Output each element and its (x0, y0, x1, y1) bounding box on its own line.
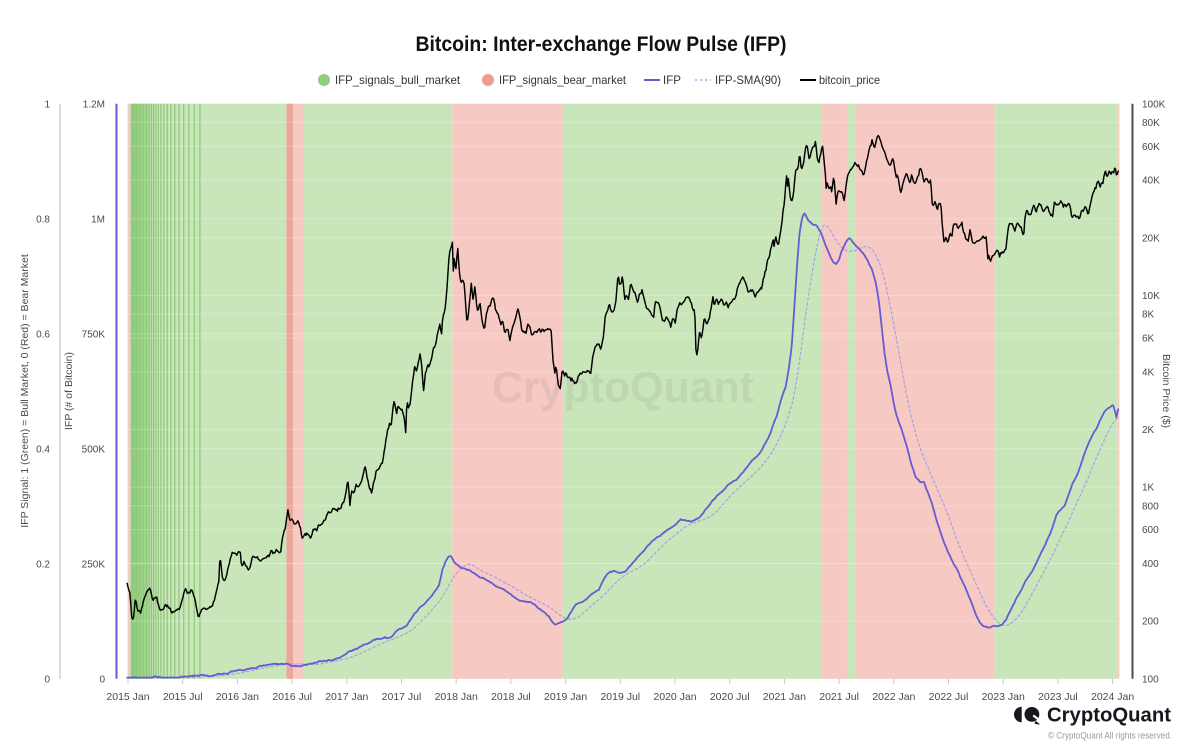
svg-text:2024 Jan: 2024 Jan (1091, 691, 1134, 703)
svg-text:2021 Jul: 2021 Jul (819, 691, 859, 703)
svg-text:CryptoQuant: CryptoQuant (1047, 705, 1171, 727)
svg-text:IFP_signals_bear_market: IFP_signals_bear_market (499, 73, 627, 87)
svg-text:0.4: 0.4 (36, 444, 50, 455)
svg-text:2020 Jul: 2020 Jul (710, 691, 750, 703)
svg-text:Bitcoin Price ($): Bitcoin Price ($) (1160, 354, 1172, 428)
svg-text:2019 Jan: 2019 Jan (544, 691, 587, 703)
svg-text:10K: 10K (1142, 291, 1160, 302)
svg-text:20K: 20K (1142, 233, 1160, 244)
svg-text:2023 Jul: 2023 Jul (1038, 691, 1078, 703)
svg-text:750K: 750K (82, 329, 106, 340)
svg-text:1K: 1K (1142, 483, 1155, 494)
svg-text:2015 Jan: 2015 Jan (106, 691, 149, 703)
svg-text:2020 Jan: 2020 Jan (653, 691, 696, 703)
svg-text:2017 Jan: 2017 Jan (325, 691, 368, 703)
svg-text:2015 Jul: 2015 Jul (163, 691, 203, 703)
svg-text:40K: 40K (1142, 176, 1160, 187)
svg-text:100: 100 (1142, 674, 1159, 685)
svg-text:6K: 6K (1142, 334, 1155, 345)
svg-text:8K: 8K (1142, 310, 1155, 321)
svg-text:IFP-SMA(90): IFP-SMA(90) (715, 73, 781, 87)
svg-text:bitcoin_price: bitcoin_price (819, 73, 880, 87)
svg-text:100K: 100K (1142, 99, 1166, 110)
svg-text:1: 1 (44, 99, 50, 110)
svg-text:0: 0 (44, 674, 50, 685)
svg-text:400: 400 (1142, 559, 1159, 570)
svg-text:4K: 4K (1142, 367, 1155, 378)
svg-text:600: 600 (1142, 525, 1159, 536)
svg-text:IFP (# of Bitcoin): IFP (# of Bitcoin) (63, 352, 75, 430)
svg-text:© CryptoQuant All rights reser: © CryptoQuant All rights reserved. (1048, 731, 1172, 742)
svg-text:200: 200 (1142, 617, 1159, 628)
svg-text:2023 Jan: 2023 Jan (982, 691, 1025, 703)
svg-text:500K: 500K (82, 444, 106, 455)
svg-text:2019 Jul: 2019 Jul (600, 691, 640, 703)
svg-text:2017 Jul: 2017 Jul (382, 691, 422, 703)
svg-text:2018 Jul: 2018 Jul (491, 691, 531, 703)
svg-text:250K: 250K (82, 559, 106, 570)
svg-text:2022 Jul: 2022 Jul (929, 691, 969, 703)
svg-text:80K: 80K (1142, 118, 1160, 129)
svg-text:2016 Jan: 2016 Jan (216, 691, 259, 703)
svg-text:0: 0 (99, 674, 105, 685)
svg-text:0.6: 0.6 (36, 329, 50, 340)
svg-text:2K: 2K (1142, 425, 1155, 436)
svg-text:800: 800 (1142, 501, 1159, 512)
svg-text:2021 Jan: 2021 Jan (763, 691, 806, 703)
svg-text:1M: 1M (91, 214, 105, 225)
svg-text:IFP Signal: 1 (Green) = Bull M: IFP Signal: 1 (Green) = Bull Market, 0 (… (19, 254, 31, 528)
svg-text:0.8: 0.8 (36, 214, 50, 225)
svg-text:60K: 60K (1142, 142, 1160, 153)
svg-text:2022 Jan: 2022 Jan (872, 691, 915, 703)
svg-text:1.2M: 1.2M (83, 99, 105, 110)
svg-text:IFP_signals_bull_market: IFP_signals_bull_market (335, 73, 461, 87)
svg-text:2018 Jan: 2018 Jan (435, 691, 478, 703)
svg-text:Bitcoin: Inter-exchange Flow P: Bitcoin: Inter-exchange Flow Pulse (IFP) (416, 33, 787, 56)
svg-text:0.2: 0.2 (36, 559, 50, 570)
svg-text:IFP: IFP (663, 73, 681, 87)
svg-text:CryptoQuant: CryptoQuant (492, 363, 754, 412)
svg-text:2016 Jul: 2016 Jul (272, 691, 312, 703)
